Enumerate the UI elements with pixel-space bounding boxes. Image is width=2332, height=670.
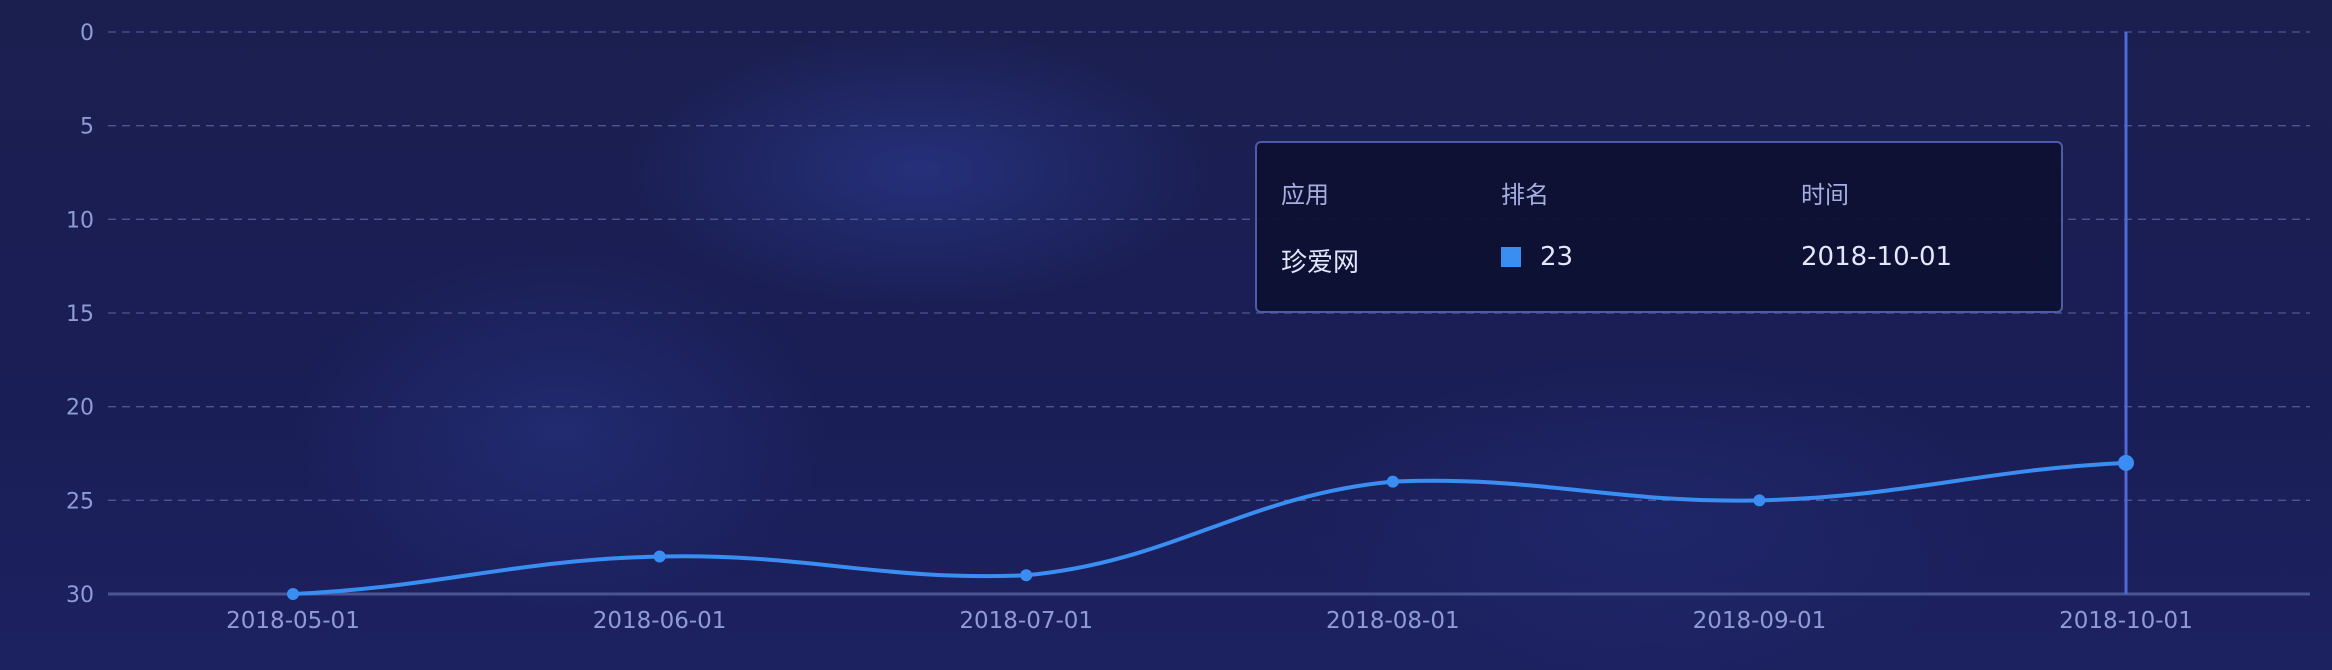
x-axis-ticks: 2018-05-01 2018-06-01 2018-07-01 2018-08-01… [226,608,2193,634]
data-point-5[interactable] [2118,454,2134,471]
data-point-2[interactable] [1020,569,1033,582]
tooltip-rank-value: 23 [1540,242,1574,272]
y-tick-label-5: 25 [66,489,94,514]
y-tick-label-1: 5 [80,115,94,140]
y-tick-label-3: 15 [66,302,94,327]
tooltip-series-swatch [1501,247,1521,267]
tooltip-header-app: 应用 [1281,181,1329,209]
data-point-0[interactable] [287,588,299,600]
y-tick-label-6: 30 [66,583,94,608]
x-tick-label-1: 2018-06-01 [593,608,727,634]
y-tick-label-4: 20 [66,396,94,421]
data-point-4[interactable] [1753,494,1766,507]
tooltip-header-rank: 排名 [1501,181,1549,209]
tooltip-time-value: 2018-10-01 [1801,242,1953,272]
data-point-3[interactable] [1386,475,1399,488]
y-tick-label-2: 10 [66,208,94,233]
tooltip-app-value: 珍爱网 [1281,248,1360,278]
data-point-1[interactable] [653,550,666,563]
tooltip-header-time: 时间 [1801,181,1849,209]
x-tick-label-0: 2018-05-01 [226,608,360,634]
data-tooltip: 应用 排名 时间 珍爱网 23 2018-10-01 [1255,141,2063,313]
series-line [292,460,2127,596]
x-tick-label-2: 2018-07-01 [959,608,1093,634]
y-tick-label-0: 0 [80,21,94,46]
y-axis-ticks: 0 5 10 15 20 25 30 [66,21,94,608]
x-tick-label-4: 2018-09-01 [1693,608,1827,634]
x-tick-label-3: 2018-08-01 [1326,608,1460,634]
x-tick-label-5: 2018-10-01 [2059,608,2193,634]
series-points [287,454,2134,600]
